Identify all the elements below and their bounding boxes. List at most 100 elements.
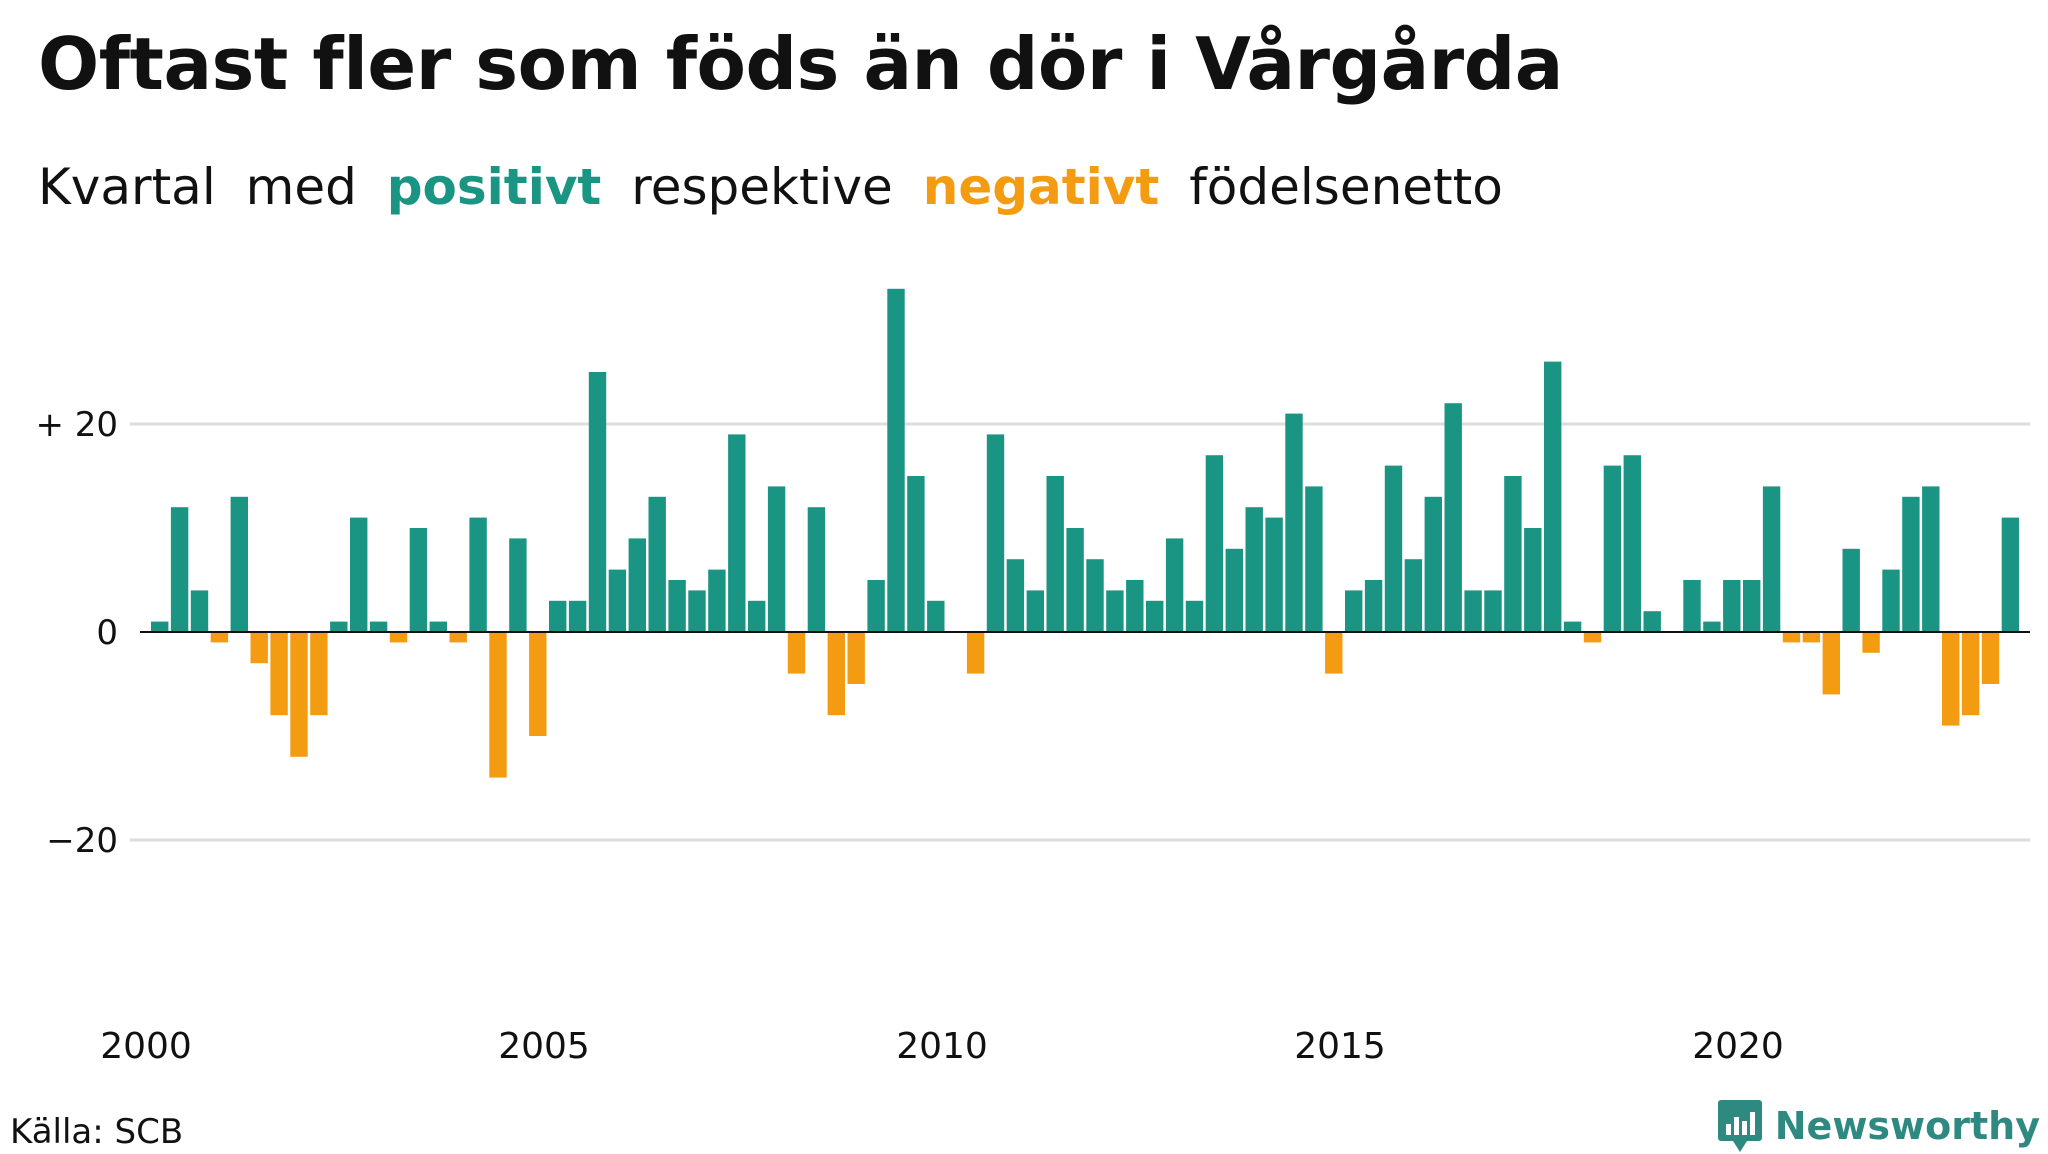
bar xyxy=(1802,632,1821,643)
bar xyxy=(867,580,885,632)
bar xyxy=(1225,548,1243,632)
bar xyxy=(1623,455,1641,632)
bar xyxy=(608,569,627,632)
bar xyxy=(887,288,905,632)
bar xyxy=(151,621,169,632)
bar xyxy=(1563,621,1582,632)
bar xyxy=(489,632,507,778)
bar xyxy=(787,632,806,674)
bar xyxy=(1762,486,1781,632)
y-tick-label: 0 xyxy=(96,613,118,653)
bar xyxy=(210,632,229,643)
bar xyxy=(1504,476,1522,632)
bar xyxy=(1245,507,1263,632)
bar xyxy=(1703,621,1721,632)
bar xyxy=(728,434,746,632)
bar xyxy=(708,569,726,632)
bar xyxy=(469,517,487,632)
x-tick-labels: 2000 2005 2010 2015 2020 xyxy=(100,1026,1784,1067)
x-tick-label: 2015 xyxy=(1294,1026,1386,1067)
bar xyxy=(1484,590,1502,632)
bar xyxy=(986,434,1005,632)
bar xyxy=(330,621,348,632)
bar xyxy=(1444,403,1462,632)
bar xyxy=(1086,559,1104,632)
subtitle-word-with: med xyxy=(245,158,357,216)
bar xyxy=(688,590,706,632)
bar xyxy=(1723,580,1741,632)
bar xyxy=(966,632,985,674)
bar xyxy=(1464,590,1482,632)
bar xyxy=(369,621,388,632)
bar xyxy=(250,632,268,664)
bar xyxy=(1006,559,1025,632)
x-tick-label: 2010 xyxy=(896,1026,988,1067)
bar xyxy=(1603,465,1622,632)
bar xyxy=(1165,538,1184,632)
bar xyxy=(1404,559,1423,632)
bar xyxy=(1782,632,1801,643)
bar xyxy=(1046,476,1064,632)
bar xyxy=(230,496,248,632)
bar xyxy=(1882,569,1900,632)
subtitle-word-quarter: Kvartal xyxy=(38,158,216,216)
chart-subtitle: Kvartal med positivt respektive negativt… xyxy=(38,158,1517,216)
bar xyxy=(847,632,865,684)
bar xyxy=(270,632,288,716)
bar xyxy=(1325,632,1343,674)
bar xyxy=(1285,413,1303,632)
x-tick-label: 2020 xyxy=(1692,1026,1784,1067)
y-tick-label: −20 xyxy=(46,821,118,861)
bar xyxy=(1146,600,1164,632)
bar xyxy=(807,507,826,632)
brand-logo: Newsworthy xyxy=(1717,1098,2040,1154)
bar xyxy=(1583,632,1602,643)
bar xyxy=(1981,632,2000,684)
grid-lines xyxy=(130,422,2030,842)
bar xyxy=(1364,580,1383,632)
bar xyxy=(568,600,587,632)
bar xyxy=(668,580,686,632)
bar xyxy=(1424,496,1442,632)
subtitle-word-respectively: respektive xyxy=(631,158,893,216)
bar xyxy=(907,476,925,632)
bar xyxy=(1205,455,1224,632)
bar xyxy=(1743,580,1761,632)
newsworthy-logo-icon xyxy=(1717,1100,1762,1152)
y-tick-labels: + 20 0 −20 xyxy=(35,405,118,861)
bar xyxy=(1942,632,1960,726)
bar xyxy=(1126,580,1144,632)
y-tick-label: + 20 xyxy=(35,405,118,445)
bar xyxy=(1544,361,1562,632)
bar xyxy=(190,590,209,632)
bar xyxy=(1683,580,1701,632)
bar xyxy=(1902,496,1920,632)
bar xyxy=(1922,486,1940,632)
bar xyxy=(1066,528,1084,632)
bar xyxy=(1384,465,1403,632)
bar xyxy=(1305,486,1323,632)
bar xyxy=(1345,590,1363,632)
bar xyxy=(927,600,945,632)
chart-title: Oftast fler som föds än dör i Vårgårda xyxy=(38,22,1563,106)
bar xyxy=(1185,600,1204,632)
bar xyxy=(1265,517,1283,632)
bars xyxy=(151,288,2020,778)
bar xyxy=(1524,528,1542,632)
subtitle-word-net-births: födelsenetto xyxy=(1189,158,1503,216)
bar xyxy=(827,632,845,716)
bar xyxy=(529,632,547,736)
brand-name: Newsworthy xyxy=(1774,1104,2040,1148)
bar xyxy=(767,486,786,632)
bar xyxy=(1961,632,1980,716)
bar xyxy=(449,632,467,643)
bar xyxy=(389,632,408,643)
bar xyxy=(429,621,447,632)
bar xyxy=(2001,517,2020,632)
subtitle-positive: positivt xyxy=(386,158,602,216)
bar xyxy=(1862,632,1880,653)
bar xyxy=(170,507,189,632)
x-tick-label: 2000 xyxy=(100,1026,192,1067)
bar xyxy=(310,632,328,716)
bar xyxy=(1643,611,1661,632)
